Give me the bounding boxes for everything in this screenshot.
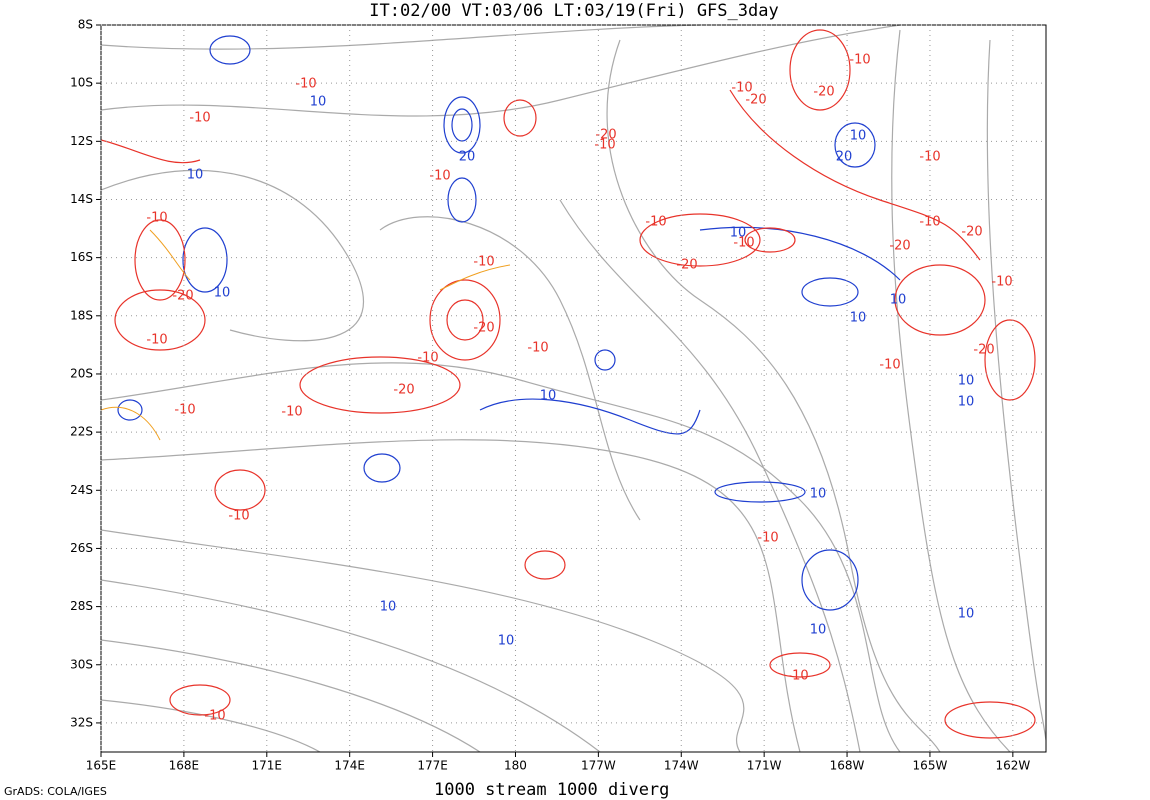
x-tick-label: 162W — [995, 759, 1030, 773]
y-tick-label: 28S — [70, 599, 93, 613]
contour-label: -10 — [174, 403, 195, 418]
credit: GrADS: COLA/IGES — [4, 785, 107, 798]
x-tick-label: 171W — [747, 759, 782, 773]
contour-label: -10 — [645, 215, 666, 230]
contour-label: 10 — [498, 634, 515, 649]
x-tick-label: 171E — [252, 759, 283, 773]
contour-label: 10 — [850, 129, 867, 144]
contour-label: -10 — [204, 709, 225, 724]
contour-label: -20 — [473, 321, 494, 336]
contour-label: -10 — [919, 150, 940, 165]
y-tick-label: 20S — [70, 366, 93, 380]
y-tick-label: 12S — [70, 134, 93, 148]
y-tick-label: 26S — [70, 541, 93, 555]
contour-label: -20 — [745, 93, 766, 108]
contour-label: -10 — [189, 111, 210, 126]
y-tick-label: 10S — [70, 76, 93, 90]
contour-label: -10 — [146, 333, 167, 348]
contour-label: -10 — [281, 405, 302, 420]
x-tick-label: 168W — [830, 759, 865, 773]
contour-label: 20 — [836, 150, 853, 165]
contour-label: -10 — [594, 138, 615, 153]
x-tick-label: 177E — [417, 759, 448, 773]
contour-label: 10 — [958, 395, 975, 410]
contour-label: -10 — [879, 358, 900, 373]
y-tick-label: 18S — [70, 308, 93, 322]
x-tick-label: 180 — [504, 759, 527, 773]
y-tick-label: 22S — [70, 425, 93, 439]
plot-frame — [100, 24, 1047, 753]
y-tick-label: 30S — [70, 657, 93, 671]
contour-label: 10 — [810, 487, 827, 502]
x-tick-label: 165E — [86, 759, 117, 773]
contour-label: -10 — [295, 77, 316, 92]
contour-label: -20 — [813, 85, 834, 100]
contour-label: -10 — [991, 275, 1012, 290]
x-tick-label: 165W — [913, 759, 948, 773]
contour-label: 10 — [380, 600, 397, 615]
contour-label: -10 — [733, 236, 754, 251]
x-tick-label: 174E — [334, 759, 365, 773]
contour-label: -10 — [146, 211, 167, 226]
contour-label: -10 — [228, 509, 249, 524]
caption: 1000 stream 1000 diverg — [434, 780, 669, 800]
contour-label: -10 — [757, 531, 778, 546]
x-tick-label: 177W — [581, 759, 616, 773]
contour-label: 10 — [810, 623, 827, 638]
contour-label: -20 — [676, 258, 697, 273]
contour-label: -10 — [417, 351, 438, 366]
x-tick-label: 174W — [664, 759, 699, 773]
y-tick-label: 24S — [70, 483, 93, 497]
contour-label: 10 — [187, 168, 204, 183]
contour-label: 10 — [850, 311, 867, 326]
contour-label: 20 — [459, 150, 476, 165]
contour-label: -10 — [731, 81, 752, 96]
divergence-contours — [101, 29, 1036, 739]
x-tick-label: 168E — [169, 759, 200, 773]
contour-label: -10 — [527, 341, 548, 356]
contour-label: 10 — [540, 389, 557, 404]
contour-label: 10 — [958, 607, 975, 622]
contour-label: 10 — [958, 374, 975, 389]
contour-label: -10 — [473, 255, 494, 270]
contour-label: 10 — [890, 293, 907, 308]
y-tick-label: 8S — [78, 18, 93, 32]
y-tick-label: 32S — [70, 715, 93, 729]
title: IT:02/00 VT:03/06 LT:03/19(Fri) GFS_3day — [369, 1, 778, 21]
contour-label: 10 — [730, 226, 747, 241]
contour-label: -10 — [429, 169, 450, 184]
contour-label: 10 — [214, 286, 231, 301]
contour-label: -10 — [849, 53, 870, 68]
contour-label: -10 — [919, 215, 940, 230]
contour-label: -10 — [787, 669, 808, 684]
y-tick-label: 14S — [70, 192, 93, 206]
contour-label: -20 — [889, 239, 910, 254]
contour-label: -20 — [973, 343, 994, 358]
streamlines — [101, 25, 1046, 752]
contour-label: -20 — [172, 289, 193, 304]
contour-label: -20 — [961, 225, 982, 240]
contour-label: 10 — [310, 95, 327, 110]
contour-label: -20 — [595, 128, 616, 143]
contour-label: -20 — [393, 383, 414, 398]
y-tick-label: 16S — [70, 250, 93, 264]
